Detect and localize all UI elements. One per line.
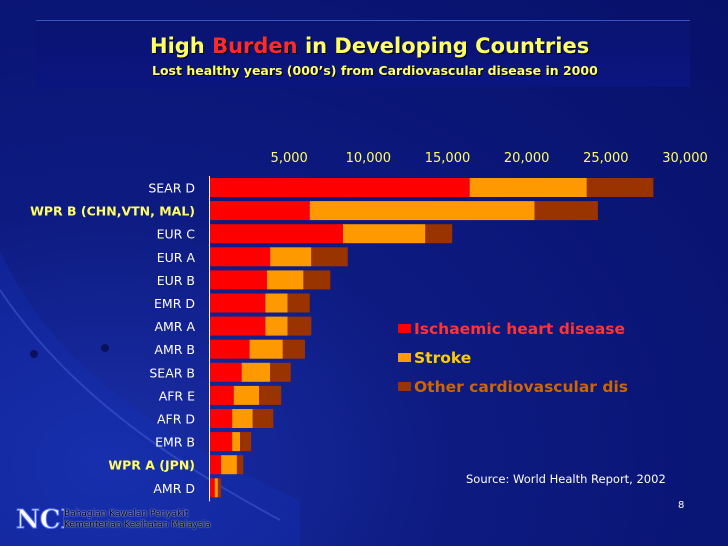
x-tick-label: 10,000 <box>346 151 392 166</box>
bar-segment-ischaemic-heart-disease <box>210 270 267 290</box>
bar-segment-other-cardiovascular-dis <box>303 270 331 290</box>
bar-segment-stroke <box>309 201 535 221</box>
bar-segment-stroke <box>232 409 253 428</box>
bar-segment-stroke <box>265 316 288 336</box>
chart-subtitle: Lost healthy years (000’s) from Cardiova… <box>152 63 598 78</box>
category-label: AFR E <box>159 388 195 403</box>
bar-segment-stroke <box>267 270 304 290</box>
bar-segment-ischaemic-heart-disease <box>210 362 242 382</box>
bar-segment-ischaemic-heart-disease <box>210 178 470 197</box>
bar-segment-ischaemic-heart-disease <box>210 478 215 498</box>
background-dot <box>101 344 109 352</box>
title-band <box>36 20 690 87</box>
org-line-2: Kementerian Kesihatan Malaysia <box>64 520 211 530</box>
bar-segment-other-cardiovascular-dis <box>259 385 282 405</box>
background-dot <box>30 350 38 358</box>
category-label: WPR B (CHN,VTN, MAL) <box>30 204 195 219</box>
org-line-1: Bahagian Kawalan Penyakit <box>64 509 189 519</box>
bar-segment-stroke <box>221 455 237 475</box>
bar-segment-other-cardiovascular-dis <box>236 455 244 475</box>
bar-segment-stroke <box>233 385 260 405</box>
bar-segment-other-cardiovascular-dis <box>311 247 348 267</box>
organization-name: Bahagian Kawalan Penyakit Kementerian Ke… <box>64 509 211 531</box>
category-label: EMR D <box>154 296 195 311</box>
legend-swatch-other <box>398 382 411 391</box>
bar-segment-stroke <box>214 478 218 498</box>
category-label: SEAR D <box>148 181 195 196</box>
bar-segment-other-cardiovascular-dis <box>586 178 654 197</box>
bar-segment-other-cardiovascular-dis <box>287 293 310 313</box>
bar-segment-other-cardiovascular-dis <box>287 316 312 336</box>
category-label: EMR B <box>155 435 195 450</box>
bar-segment-stroke <box>232 432 241 452</box>
category-label: WPR A (JPN) <box>108 458 195 473</box>
category-label: AMR B <box>154 342 195 357</box>
page-number: 8 <box>678 500 685 511</box>
bar-segment-stroke <box>343 224 426 244</box>
bar-segment-ischaemic-heart-disease <box>210 339 250 359</box>
bar-segment-ischaemic-heart-disease <box>210 409 233 428</box>
bar-segment-other-cardiovascular-dis <box>425 224 453 244</box>
bar-segment-ischaemic-heart-disease <box>210 201 310 221</box>
legend-label-stroke: Stroke <box>414 349 472 367</box>
ncd-logo: NCD <box>16 505 65 536</box>
category-label: AMR A <box>154 319 195 334</box>
bar-segment-stroke <box>265 293 288 313</box>
x-tick-label: 25,000 <box>583 151 629 166</box>
title-text-start: High <box>150 34 205 58</box>
bar-segment-other-cardiovascular-dis <box>534 201 598 221</box>
bar-segment-other-cardiovascular-dis <box>217 478 222 498</box>
bar-segment-stroke <box>469 178 587 197</box>
bar-segment-ischaemic-heart-disease <box>210 432 233 452</box>
bar-segment-ischaemic-heart-disease <box>210 293 266 313</box>
bar-segment-stroke <box>270 247 312 267</box>
bar-segment-other-cardiovascular-dis <box>282 339 305 359</box>
bar-segment-stroke <box>241 362 271 382</box>
x-tick-label: 30,000 <box>662 151 708 166</box>
bar-segment-other-cardiovascular-dis <box>240 432 252 452</box>
legend-label-other: Other cardiovascular dis <box>414 378 628 396</box>
category-label: AMR D <box>153 481 195 496</box>
category-label: SEAR B <box>149 365 195 380</box>
title-highlight: Burden <box>212 34 298 58</box>
logo-lettering: NCD <box>16 505 64 535</box>
title-text-end: in Developing Countries <box>304 34 590 58</box>
legend-label-ischaemic: Ischaemic heart disease <box>414 320 626 338</box>
legend-swatch-ischaemic <box>398 324 411 333</box>
bar-segment-other-cardiovascular-dis <box>270 362 291 382</box>
category-label: AFR D <box>157 412 195 427</box>
x-tick-label: 5,000 <box>271 151 308 166</box>
source-note: Source: World Health Report, 2002 <box>466 472 666 486</box>
bar-segment-stroke <box>249 339 283 359</box>
legend-swatch-stroke <box>398 353 411 362</box>
category-label: EUR A <box>157 250 196 265</box>
category-label: EUR B <box>157 273 195 288</box>
chart-title: High Burden in Developing Countries <box>150 34 589 58</box>
bar-segment-ischaemic-heart-disease <box>210 247 271 267</box>
background-arc <box>0 289 281 521</box>
bar-segment-ischaemic-heart-disease <box>210 224 343 244</box>
category-label: EUR C <box>157 227 196 242</box>
bar-segment-other-cardiovascular-dis <box>252 409 274 428</box>
x-tick-label: 20,000 <box>504 151 550 166</box>
x-tick-label: 15,000 <box>425 151 471 166</box>
bar-segment-ischaemic-heart-disease <box>210 385 234 405</box>
bar-segment-ischaemic-heart-disease <box>210 316 266 336</box>
bar-segment-ischaemic-heart-disease <box>210 455 222 475</box>
